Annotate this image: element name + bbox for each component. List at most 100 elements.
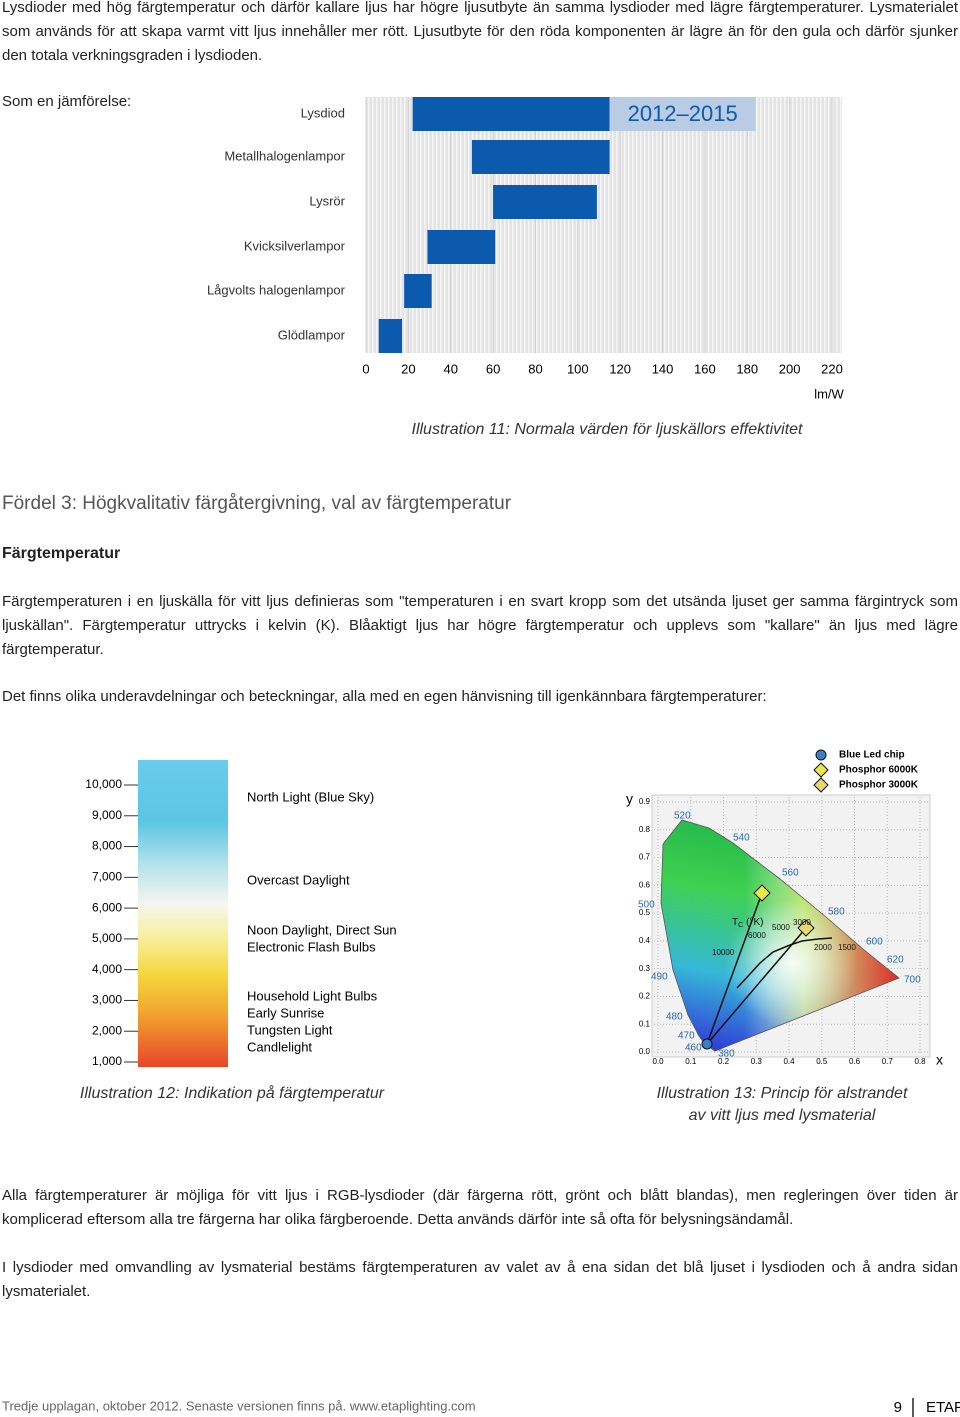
wavelength: 480 xyxy=(666,1012,683,1023)
page-number: 9 xyxy=(894,1399,902,1416)
y-tick-label: 0.6 xyxy=(639,880,651,889)
efficiency-chart: 0 20 40 60 80 100 120 140 160 180 200 220 Lysdiod Met… xyxy=(207,97,843,376)
annotation: Overcast Daylight xyxy=(247,872,350,887)
temperature: 3000 xyxy=(793,918,811,927)
wavelength-labels: 520 540 560 580 600 620 700 500 490 480 … xyxy=(638,811,921,1060)
x-tick-label: 200 xyxy=(779,361,801,376)
temperature: 10000 xyxy=(712,948,735,957)
phosphor-marker xyxy=(753,884,771,902)
legend-label: Phosphor 3000K xyxy=(839,780,919,791)
wavelength: 490 xyxy=(651,972,668,983)
category-label: Lysrör xyxy=(309,193,345,208)
phosphor-marker xyxy=(797,919,815,937)
mix-line xyxy=(706,927,807,1045)
x-tick-label: 80 xyxy=(528,361,542,376)
y-tick-label: 1,000 xyxy=(92,1054,122,1068)
temperature: 2000 xyxy=(814,943,832,952)
caption: Illustration 11: Normala värden för ljus… xyxy=(412,421,804,438)
x-axis-label: x xyxy=(936,1052,943,1068)
wavelength: 380 xyxy=(718,1049,735,1060)
x-tick-label: 60 xyxy=(486,361,500,376)
footer: Tredje upplagan, oktober 2012. Senaste v… xyxy=(2,1398,476,1413)
cie-gamut xyxy=(660,819,900,1052)
brand: ETAP xyxy=(926,1399,960,1416)
planckian-locus xyxy=(736,937,833,989)
y-tick-label: 4,000 xyxy=(92,962,122,976)
legend-label: Blue Led chip xyxy=(839,750,905,761)
category-label: Lågvolts halogenlampor xyxy=(207,282,346,297)
heading: Fördel 3: Högkvalitativ färgåtergivning,… xyxy=(2,493,512,514)
y-tick-label: 8,000 xyxy=(92,839,122,853)
x-tick-label: 100 xyxy=(567,361,589,376)
temperature-labels: TC (°K) 10000 6000 5000 3000 2000 1500 xyxy=(712,917,856,957)
annotation: Electronic Flash Bulbs xyxy=(247,939,376,954)
legend-label: Phosphor 6000K xyxy=(839,765,919,776)
x-tick-label: 0.5 xyxy=(816,1057,828,1066)
projection-box xyxy=(609,97,756,131)
x-tick-label: 160 xyxy=(694,361,716,376)
bar xyxy=(427,230,496,264)
color-bar xyxy=(138,760,228,1067)
x-tick-label: 180 xyxy=(736,361,758,376)
mix-line xyxy=(706,892,763,1045)
y-tick-label: 0.2 xyxy=(639,992,651,1001)
x-tick-label: 20 xyxy=(401,361,415,376)
x-tick-label: 0.8 xyxy=(914,1057,926,1066)
paragraph: Alla färgtemperaturer är möjliga för vit… xyxy=(2,1187,958,1228)
bar xyxy=(493,185,597,219)
tc-unit: (°K) xyxy=(746,917,763,928)
paragraph: I lysdioder med omvandling av lysmateria… xyxy=(2,1259,958,1300)
annotation: North Light (Blue Sky) xyxy=(247,789,374,804)
y-tick-label: 7,000 xyxy=(92,870,122,884)
y-tick-label: 0.9 xyxy=(639,797,651,806)
category-label: Kvicksilverlampor xyxy=(244,238,346,253)
plot-background xyxy=(366,97,842,353)
intro: Lysdioder med hög färgtemperatur och där… xyxy=(2,0,958,64)
wavelength: 520 xyxy=(674,811,691,822)
bar xyxy=(404,274,432,308)
wavelength: 600 xyxy=(866,937,883,948)
y-tick-label: 10,000 xyxy=(85,777,122,791)
x-tick-label: 40 xyxy=(443,361,457,376)
wavelength: 700 xyxy=(904,975,921,986)
category-label: Glödlampor xyxy=(278,327,346,342)
category-label: Metallhalogenlampor xyxy=(224,148,345,163)
y-tick-label: 0.4 xyxy=(639,936,651,945)
y-tick-label: 6,000 xyxy=(92,900,122,914)
projection-label: 2012–2015 xyxy=(628,101,738,126)
legend-marker xyxy=(813,762,829,778)
wavelength: 540 xyxy=(733,833,750,844)
wavelength: 470 xyxy=(678,1031,695,1042)
x-axis-label: lm/W xyxy=(814,386,844,401)
bar xyxy=(471,140,610,174)
paragraph: Det finns olika underavdelningar och bet… xyxy=(2,688,767,705)
annotation: Household Light Bulbs xyxy=(247,988,378,1003)
y-tick-label: 2,000 xyxy=(92,1023,122,1037)
annotation: Noon Daylight, Direct Sun xyxy=(247,922,397,937)
x-tick-label: 0.3 xyxy=(751,1057,763,1066)
wavelength: 620 xyxy=(887,955,904,966)
y-tick-label: 0.0 xyxy=(639,1047,651,1056)
annotation: Candlelight xyxy=(247,1039,312,1054)
y-tick-label: 0.3 xyxy=(639,964,651,973)
legend-marker xyxy=(815,749,827,761)
y-tick-label: 0.7 xyxy=(639,853,651,862)
x-tick-label: 0.1 xyxy=(685,1057,697,1066)
temperature-annotations: North Light (Blue Sky) Overcast Daylight… xyxy=(247,789,397,1054)
blue-led-marker xyxy=(701,1038,713,1050)
annotation: Early Sunrise xyxy=(247,1005,324,1020)
x-tick-label: 120 xyxy=(609,361,631,376)
x-tick-label: 0 xyxy=(362,361,369,376)
x-tick-label: 0.4 xyxy=(783,1057,795,1066)
caption: Illustration 12: Indikation på färgtempe… xyxy=(80,1084,385,1102)
annotation: Tungsten Light xyxy=(247,1022,333,1037)
wavelength: 580 xyxy=(828,907,845,918)
comparison: Som en jämförelse: xyxy=(2,93,132,110)
y-tick-label: 3,000 xyxy=(92,993,122,1007)
tc: T xyxy=(732,917,738,928)
temperature: 6000 xyxy=(748,931,766,940)
y-tick-label: 0.8 xyxy=(639,825,651,834)
category-label: Lysdiod xyxy=(301,105,345,120)
